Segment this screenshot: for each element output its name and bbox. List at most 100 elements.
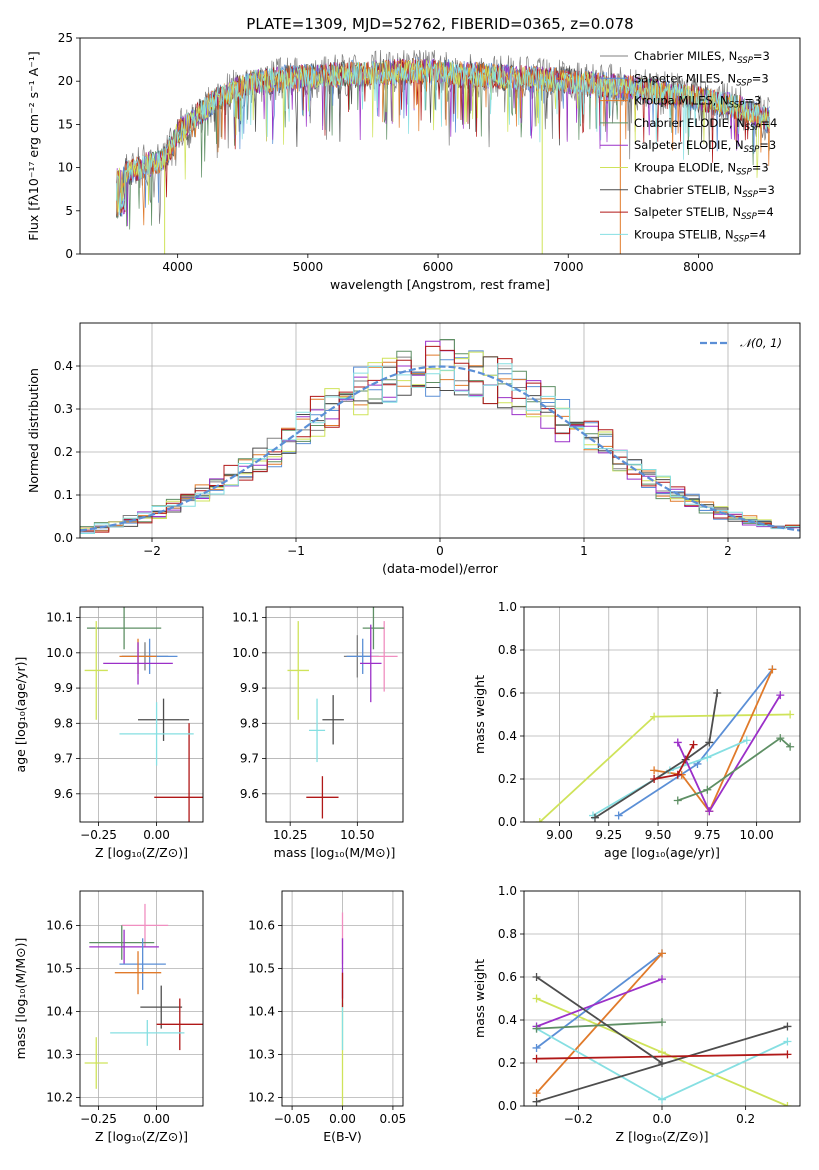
legend-ssp: SSP [737,56,753,66]
legend-ssp: SSP [741,212,757,222]
series-marker [783,1102,792,1106]
y-tick-label: 10.0 [46,646,73,660]
series-marker [673,796,682,805]
x-tick-label: 9.50 [645,828,672,842]
legend-name: Chabrier STELIB [634,183,726,197]
legend-sep: , [721,49,728,63]
legend-name: Kroupa STELIB [634,227,718,241]
series-line [535,952,663,1094]
y-tick-label: 10.6 [248,918,275,932]
legend-sep: , [729,116,736,130]
x-tick-label: 5000 [293,260,324,274]
plot-area [84,607,203,822]
legend-label: Kroupa STELIB, NSSP=4 [634,227,766,244]
legend-ssp: SSP [742,190,758,200]
legend-sep: , [713,94,720,108]
x-tick-label: −0.05 [274,1112,311,1126]
series-marker [703,753,712,762]
y-tick-label: 0.1 [54,488,73,502]
legend-label: Chabrier STELIB, NSSP=3 [634,183,775,200]
series-marker [658,1095,666,1104]
x-axis-label: (data-model)/error [382,561,499,576]
legend-name: Salpeter STELIB [634,205,725,219]
x-axis-label: Z [log₁₀(Z/Z⊙)] [95,1129,188,1144]
legend-name: Salpeter ELODIE [634,138,728,152]
y-tick-label: 1.0 [498,884,517,898]
legend-ssp: SSP [734,234,750,244]
x-tick-label: −0.2 [564,1112,593,1126]
series-marker [673,738,682,747]
series-marker [776,734,785,743]
series-marker [783,1050,792,1059]
panel-age-vs-mass: 10.25 10.50 9.6 9.7 9.8 9.9 10.0 10.1 mass [log₁… [232,606,404,860]
y-tick-label: 0.2 [498,772,517,786]
series-marker [783,1037,792,1046]
legend-value: =4 [757,205,774,219]
series-line [536,978,663,1028]
panel-age-vs-Z: −0.25 0.00 9.6 9.7 9.8 9.9 10.0 10.1 Z [log₁₀(Z/… [13,606,204,860]
series-marker [650,766,659,775]
series-line [536,1053,788,1060]
y-tick-label: 9.7 [240,752,259,766]
legend-n: N [729,49,738,63]
plot-area [116,49,770,254]
legend-sep: , [720,71,727,85]
normal-curve [80,365,800,532]
x-tick-label: 0.0 [652,1112,671,1126]
y-tick-label: 10.1 [232,611,259,625]
legend-value: =3 [752,71,769,85]
legend-label: Salpeter STELIB, NSSP=4 [634,205,774,222]
legend-ssp: SSP [729,101,745,111]
y-tick-label: 0.0 [498,1099,517,1113]
series-marker [786,742,795,751]
axes-frame [281,890,404,1107]
x-axis-label: mass [log₁₀(M/M⊙)] [274,845,396,860]
legend-n: N [735,138,744,152]
axes-frame [79,606,204,823]
series-marker [783,1022,792,1031]
series-marker [713,689,722,697]
plot-area [80,339,800,538]
series-marker [705,738,714,747]
legend-n: N [727,71,736,85]
legend-name: Chabrier ELODIE [634,116,729,130]
series-marker [532,1043,541,1052]
series-marker [658,1048,666,1057]
series-marker [658,1018,666,1027]
x-tick-label: −0.25 [80,828,117,842]
axes-frame [523,890,801,1107]
series-marker [614,811,623,820]
legend-ssp: SSP [745,123,761,133]
y-tick-label: 10.0 [232,646,259,660]
x-tick-label: 9.25 [595,828,622,842]
series-marker [650,712,659,721]
x-tick-label: 8000 [683,260,714,274]
panel-weight-vs-Z: −0.2 0.0 0.2 0.0 0.2 0.4 0.6 0.8 1.0 Z [log₁₀(Z/Z… [472,884,801,1144]
y-tick-label: 10.2 [248,1090,275,1104]
axes-frame [79,37,801,255]
y-tick-label: 10 [58,161,73,175]
legend-value: =3 [758,183,775,197]
x-tick-label: 9.75 [694,828,721,842]
y-tick-label: 0.6 [498,686,517,700]
x-tick-label: 0.00 [329,1112,356,1126]
y-tick-label: 0 [65,247,73,261]
x-tick-label: 4000 [162,260,193,274]
x-axis-label: age [log₁₀(age/yr)] [604,845,720,860]
y-tick-label: 10.2 [46,1090,73,1104]
series-marker [658,949,666,958]
series-line [535,976,663,1064]
plot-area [535,665,795,822]
x-tick-label: 0.00 [143,828,170,842]
legend-n: N [725,227,734,241]
y-axis-label: Flux [fλ10⁻¹⁷ erg cm⁻² s⁻¹ A⁻¹] [26,51,41,240]
series-marker [703,785,712,794]
y-tick-label: 0.4 [54,359,73,373]
legend-n: N [736,116,745,130]
y-axis-label: age [log₁₀(age/yr)] [13,657,28,773]
legend-ssp: SSP [744,145,760,155]
y-tick-label: 10.3 [248,1047,275,1061]
y-tick-label: 0.8 [498,643,517,657]
legend-n: N [734,183,743,197]
